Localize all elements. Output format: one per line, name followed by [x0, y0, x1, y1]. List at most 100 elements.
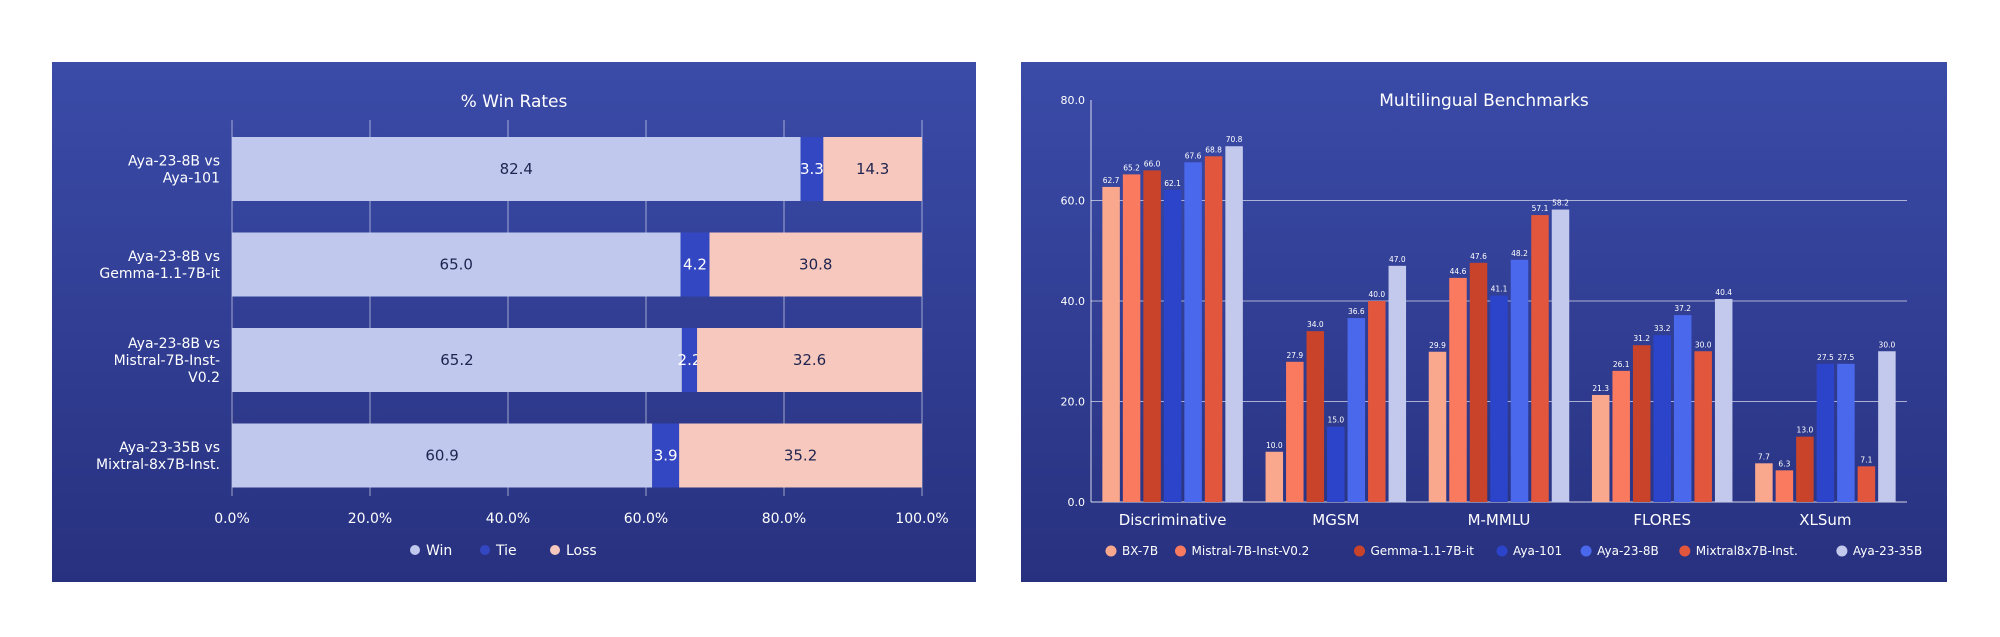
bar-aya-23-35b [1551, 209, 1570, 503]
data-label: 40.4 [1715, 288, 1732, 297]
x-category-label: XLSum [1799, 511, 1851, 529]
data-label: 27.5 [1817, 353, 1834, 362]
data-label: 27.9 [1286, 351, 1303, 360]
data-label: 62.7 [1103, 176, 1120, 185]
data-label: 2.2 [678, 351, 702, 369]
legend-label: Mistral-7B-Inst-V0.2 [1192, 544, 1310, 558]
bar-loss [697, 328, 922, 392]
y-tick-label: 40.0 [1061, 295, 1086, 308]
bar-bx-7b [1591, 394, 1610, 502]
data-label: 41.1 [1491, 284, 1508, 293]
data-label: 47.6 [1470, 252, 1487, 261]
bar-tie [681, 328, 698, 392]
data-label: 13.0 [1797, 426, 1814, 435]
y-category-label: Mixtral-8x7B-Inst. [96, 457, 220, 473]
data-label: 48.2 [1511, 249, 1528, 258]
legend-swatch [410, 545, 420, 555]
bar-tie [680, 232, 710, 297]
bar-aya-23-35b [1878, 351, 1896, 502]
legend-label: Loss [566, 543, 597, 559]
y-category-label: Mistral-7B-Inst- [114, 353, 220, 369]
y-tick-label: 0.0 [1068, 496, 1086, 509]
data-label: 57.1 [1532, 204, 1549, 213]
legend-swatch [1105, 545, 1117, 557]
data-label: 44.6 [1450, 267, 1467, 276]
bar-win [232, 328, 682, 392]
data-label: 62.1 [1164, 179, 1181, 188]
bar-mixtral8x7b-inst- [1857, 466, 1876, 502]
x-tick-label: 0.0% [214, 511, 250, 527]
legend-label: Aya-101 [1513, 544, 1562, 558]
bar-aya-101 [1816, 363, 1835, 502]
chart-title: % Win Rates [461, 92, 568, 112]
win-rates-panel: % Win Rates 82.4 3.3 14.3 65.0 4.2 30.8 65.2 2.… [52, 62, 976, 582]
data-label: 7.1 [1860, 455, 1872, 464]
bar-gemma-1-1-7b-it [1143, 170, 1161, 502]
data-label: 6.3 [1778, 459, 1790, 468]
data-label: 47.0 [1389, 255, 1406, 264]
y-category-label: V0.2 [188, 370, 220, 386]
bar-tie [800, 137, 824, 201]
legend-label: Tie [495, 543, 517, 559]
bar-bx-7b [1428, 351, 1447, 502]
bar-aya-23-8b [1347, 318, 1366, 502]
data-label: 67.6 [1185, 151, 1202, 160]
data-label: 34.0 [1307, 320, 1324, 329]
bar-aya-23-35b [1714, 298, 1733, 502]
legend-swatch [1836, 545, 1848, 557]
data-label: 27.5 [1838, 353, 1855, 362]
bar-aya-23-8b [1837, 363, 1855, 502]
y-category-label: Aya-23-8B vs [128, 336, 220, 352]
x-category-label: M-MMLU [1468, 511, 1531, 529]
bar-aya-101 [1163, 189, 1182, 502]
bar-aya-23-8b [1510, 259, 1529, 502]
bar-gemma-1-1-7b-it [1306, 331, 1325, 502]
legend-swatch [1496, 545, 1508, 557]
x-tick-label: 20.0% [348, 511, 392, 527]
legend-label: Gemma-1.1-7B-it [1371, 544, 1475, 558]
y-category-label: Aya-101 [163, 171, 220, 187]
data-label: 21.3 [1592, 384, 1609, 393]
legend-label: Aya-23-35B [1853, 544, 1922, 558]
data-label: 36.6 [1348, 307, 1365, 316]
bar-win [232, 423, 653, 488]
bar-gemma-1-1-7b-it [1632, 345, 1651, 502]
bar-aya-23-8b [1184, 162, 1202, 502]
bar-win [232, 137, 801, 201]
data-label: 30.0 [1879, 340, 1896, 349]
legend-label: Mixtral8x7B-Inst. [1696, 544, 1798, 558]
x-category-label: MGSM [1312, 511, 1359, 529]
legend-swatch [480, 545, 490, 555]
bar-loss [709, 232, 922, 297]
legend-label: Win [426, 543, 452, 559]
data-label: 30.0 [1695, 340, 1712, 349]
x-tick-label: 40.0% [486, 511, 530, 527]
bar-aya-101 [1490, 295, 1508, 502]
bar-mixtral8x7b-inst- [1368, 301, 1386, 502]
bar-bx-7b [1102, 186, 1120, 502]
data-label: 65.2 [440, 351, 473, 369]
legend-swatch [1679, 545, 1691, 557]
legend-swatch [1580, 545, 1592, 557]
data-label: 32.6 [793, 351, 826, 369]
bar-aya-23-35b [1388, 265, 1407, 502]
data-label: 3.9 [654, 447, 678, 465]
bar-bx-7b [1265, 451, 1284, 502]
data-label: 35.2 [784, 447, 817, 465]
data-label: 29.9 [1429, 341, 1446, 350]
bar-gemma-1-1-7b-it [1469, 262, 1488, 502]
bar-mistral-7b-inst-v0-2 [1775, 470, 1794, 502]
data-label: 58.2 [1552, 199, 1569, 208]
data-label: 31.2 [1633, 334, 1650, 343]
bar-aya-23-35b [1225, 146, 1243, 502]
chart-title: Multilingual Benchmarks [1379, 91, 1589, 111]
legend-swatch [1175, 545, 1186, 557]
bar-mixtral8x7b-inst- [1204, 156, 1223, 502]
data-label: 33.2 [1654, 324, 1671, 333]
bar-mistral-7b-inst-v0-2 [1122, 174, 1141, 502]
x-tick-label: 60.0% [624, 511, 668, 527]
bar-tie [652, 423, 680, 488]
legend-label: Aya-23-8B [1597, 544, 1659, 558]
bar-mistral-7b-inst-v0-2 [1449, 277, 1467, 502]
y-category-label: Aya-23-8B vs [128, 249, 220, 265]
